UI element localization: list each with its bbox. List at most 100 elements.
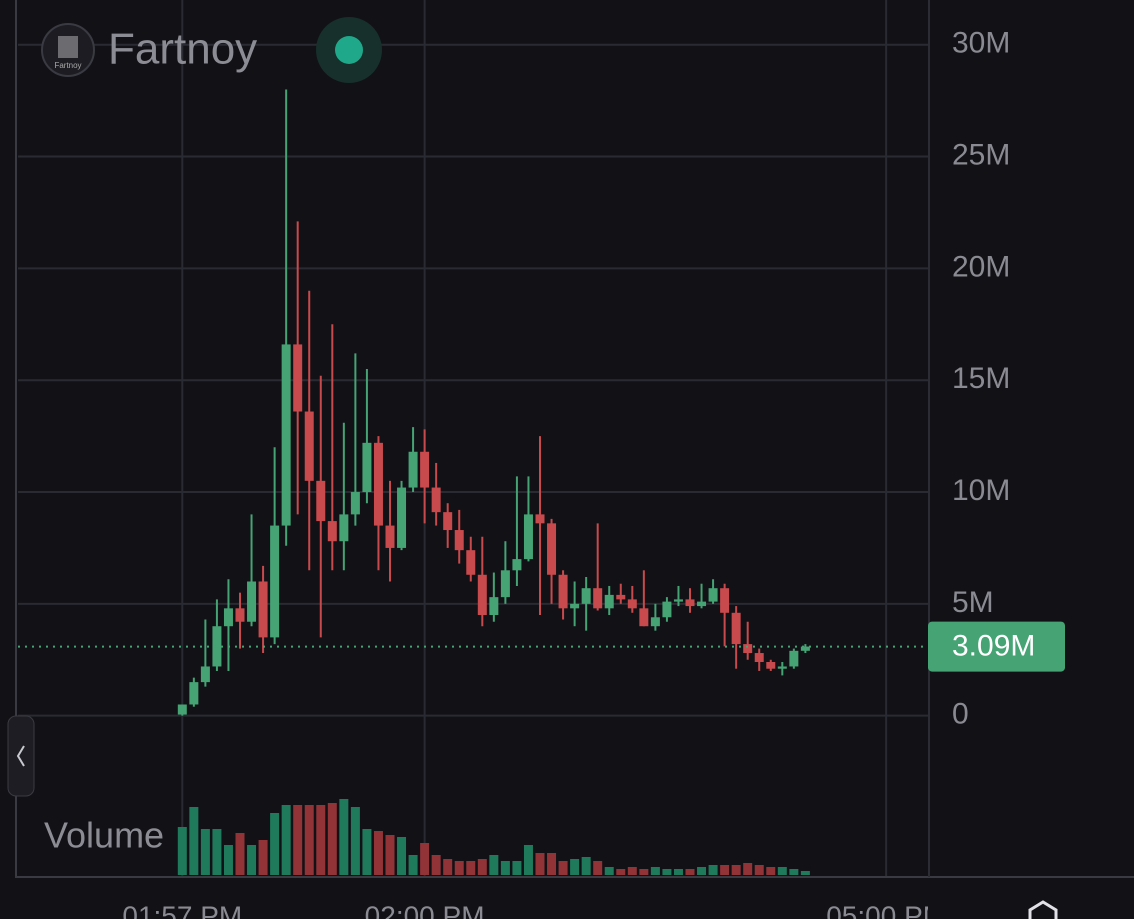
legend-header: Fartnoy Fartnoy (41, 17, 382, 83)
volume-bar (731, 865, 741, 875)
candle-body (616, 594, 626, 600)
volume-bar (743, 863, 753, 875)
candle-body (258, 581, 268, 638)
candle-body (535, 514, 545, 524)
x-tick-label: 01:57 PM (122, 900, 242, 919)
candle-body (639, 608, 649, 627)
candle-body (800, 646, 810, 651)
avatar-image (58, 36, 78, 58)
candle-body (235, 608, 245, 622)
volume-bar (420, 843, 430, 875)
candle-body (766, 661, 776, 669)
volume-bar (766, 867, 776, 875)
volume-bar (466, 861, 476, 875)
volume-bar (235, 833, 245, 875)
candle-body (743, 644, 753, 654)
volume-bar (500, 861, 510, 875)
volume-bar (443, 859, 453, 875)
y-tick-label: 0 (952, 698, 969, 731)
candle-body (466, 550, 476, 575)
volume-bar (639, 869, 649, 875)
volume-bar (293, 805, 303, 875)
candle-body (304, 411, 314, 481)
candle-body (420, 451, 430, 488)
y-tick-label: 15M (952, 362, 1010, 395)
last-price-box (928, 621, 1065, 672)
candle-body (443, 512, 453, 531)
collapse-arrow[interactable] (16, 745, 25, 767)
collapse-tab[interactable] (7, 715, 35, 797)
candle-body (200, 666, 210, 683)
candle-body (281, 344, 291, 526)
candle-body (512, 559, 522, 571)
candle-body (454, 530, 464, 551)
candle-body (685, 599, 695, 607)
volume-bar (627, 867, 637, 875)
volume-bar (512, 861, 522, 875)
candle-body (431, 487, 441, 513)
volume-bar (616, 869, 626, 875)
volume-bar (697, 867, 707, 875)
candle-body (593, 588, 603, 609)
volume-bar (200, 829, 210, 875)
candle-body (523, 514, 533, 560)
x-tick-label: 05:00 PM (826, 900, 946, 919)
candle-body (570, 603, 580, 609)
status-dot (335, 36, 363, 64)
volume-bar (673, 869, 683, 875)
volume-bar (754, 865, 764, 875)
candle-body (662, 601, 672, 618)
candle-body (270, 525, 280, 638)
collapse-tab-bg[interactable] (7, 715, 35, 797)
volume-bar (385, 835, 395, 875)
volume-bar (327, 803, 337, 875)
volume-bar (535, 853, 545, 875)
volume-bar (304, 805, 314, 875)
volume-bar (477, 859, 487, 875)
candle-body (177, 704, 187, 715)
candle-body (777, 666, 787, 669)
candle-body (708, 588, 718, 602)
y-tick-label: 20M (952, 250, 1010, 283)
settings-icon[interactable] (1028, 900, 1058, 919)
volume-bar (800, 871, 810, 875)
volume-bar (316, 805, 326, 875)
y-tick-label: 5M (952, 586, 994, 619)
candle-body (362, 442, 372, 493)
volume-bar (489, 855, 499, 875)
candle-body (604, 594, 614, 609)
candle-body (547, 523, 557, 575)
candle-body (697, 601, 707, 607)
candle-body (316, 480, 326, 522)
candle-body (477, 574, 487, 616)
volume-bar (547, 853, 557, 875)
candle-body (650, 617, 660, 627)
volume-bar (189, 807, 199, 875)
y-tick-label: 30M (952, 27, 1010, 60)
volume-bar (212, 829, 222, 875)
candle-body (731, 612, 741, 645)
volume-bar (454, 861, 464, 875)
volume-bar (662, 869, 672, 875)
token-name: Fartnoy (108, 25, 257, 74)
candle-body (558, 574, 568, 609)
volume-bar (581, 857, 591, 875)
volume-bar (177, 827, 187, 875)
volume-bar (558, 861, 568, 875)
candle-body (339, 514, 349, 542)
candle-body (408, 451, 418, 488)
volume-bar (523, 845, 533, 875)
volume-bar (270, 813, 280, 875)
volume-bar (362, 829, 372, 875)
volume-bar (708, 865, 718, 875)
volume-bar (593, 861, 603, 875)
volume-bar (685, 869, 695, 875)
candle-body (754, 653, 764, 662)
volume-bar (281, 805, 291, 875)
volume-label: Volume (44, 815, 164, 856)
candle-body (327, 521, 337, 542)
candle-body (212, 626, 222, 667)
candle-body (789, 650, 799, 667)
candle-body (385, 525, 395, 548)
y-tick-label: 10M (952, 474, 1010, 507)
